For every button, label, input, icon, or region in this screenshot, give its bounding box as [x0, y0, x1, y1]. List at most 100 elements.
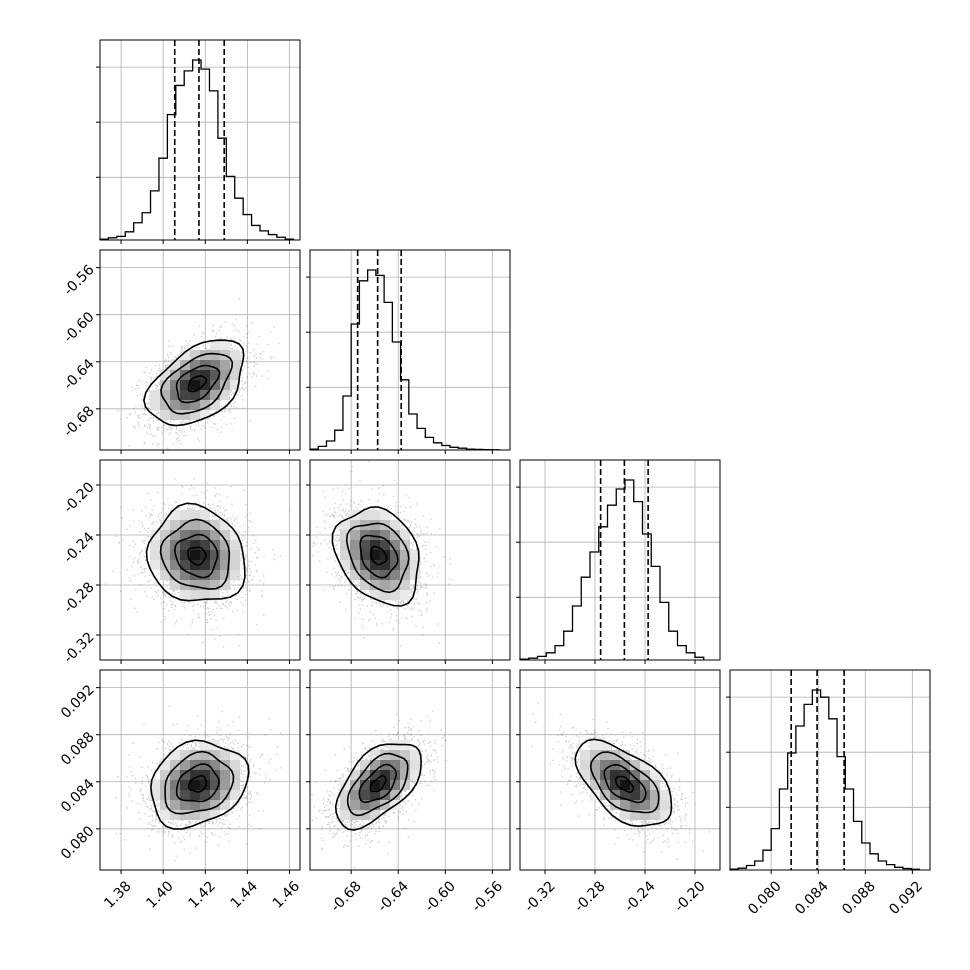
- density-cell: [340, 790, 350, 800]
- density-cell: [370, 790, 380, 800]
- density-cell: [220, 540, 230, 550]
- density-cell: [220, 750, 230, 760]
- density-cell: [150, 550, 160, 560]
- density-cell: [190, 810, 200, 820]
- panel-frame: [309, 459, 511, 661]
- density-cell: [580, 770, 590, 780]
- density-cell: [390, 530, 400, 540]
- x-tick-label: 1.44: [228, 878, 261, 911]
- density-cell: [370, 760, 380, 770]
- density-cell: [380, 590, 390, 600]
- density-cell: [370, 800, 380, 810]
- panel-content: [520, 670, 720, 870]
- density-cell: [380, 580, 390, 590]
- density-cell: [660, 800, 670, 810]
- x-tick-label: 1.38: [101, 878, 134, 911]
- density-cell: [160, 800, 170, 810]
- contour-line: [143, 339, 245, 427]
- panel-frame: [99, 459, 301, 661]
- density-cell: [380, 800, 390, 810]
- density-cell: [180, 750, 190, 760]
- density-cell: [350, 770, 360, 780]
- density-panel-1-2: [306, 459, 511, 664]
- density-cell: [180, 790, 190, 800]
- density-cell: [230, 550, 240, 560]
- density-cell: [230, 790, 240, 800]
- density-cell: [390, 780, 400, 790]
- density-cell: [210, 540, 220, 550]
- density-cell: [590, 750, 600, 760]
- density-cell: [200, 380, 210, 390]
- density-cell: [610, 800, 620, 810]
- density-cell: [620, 770, 630, 780]
- density-panel-0-2: [96, 459, 301, 664]
- density-cell: [630, 790, 640, 800]
- contour-line: [589, 751, 660, 814]
- density-cell: [190, 540, 200, 550]
- density-cell: [180, 350, 190, 360]
- density-cell: [640, 760, 650, 770]
- density-cell: [230, 780, 240, 790]
- density-cell: [370, 590, 380, 600]
- density-cell: [220, 340, 230, 350]
- density-cell: [220, 370, 230, 380]
- density-cell: [640, 810, 650, 820]
- density-cell: [190, 750, 200, 760]
- density-cell: [350, 800, 360, 810]
- panel-content: [100, 460, 300, 660]
- density-cell: [380, 530, 390, 540]
- density-cell: [200, 790, 210, 800]
- density-cell: [410, 570, 420, 580]
- density-cell: [370, 530, 380, 540]
- y-tick-label: -0.60: [61, 309, 98, 346]
- density-cell: [580, 760, 590, 770]
- density-cell: [400, 590, 410, 600]
- y-tick-label: -0.20: [61, 479, 98, 516]
- density-cell: [400, 770, 410, 780]
- density-cell: [360, 510, 370, 520]
- density-cell: [630, 780, 640, 790]
- density-cell: [340, 560, 350, 570]
- density-cell: [360, 800, 370, 810]
- density-cell: [340, 530, 350, 540]
- density-cell: [170, 580, 180, 590]
- density-cell: [210, 760, 220, 770]
- contour-line: [187, 546, 207, 566]
- density-cell: [220, 390, 230, 400]
- density-cell: [190, 360, 200, 370]
- density-cell: [220, 560, 230, 570]
- density-cell: [400, 750, 410, 760]
- density-cell: [370, 770, 380, 780]
- contour-line: [149, 739, 250, 830]
- density-cell: [390, 540, 400, 550]
- contour-line: [334, 743, 422, 831]
- density-cell: [390, 760, 400, 770]
- density-cell: [150, 790, 160, 800]
- density-cell: [210, 750, 220, 760]
- density-cell: [360, 790, 370, 800]
- density-cell: [210, 370, 220, 380]
- density-cell: [230, 350, 240, 360]
- x-tick-label: -0.56: [469, 878, 506, 915]
- x-tick-label: -0.24: [622, 878, 659, 915]
- density-cell: [370, 560, 380, 570]
- density-cell: [230, 760, 240, 770]
- density-cell: [160, 760, 170, 770]
- x-tick-label: -0.64: [375, 878, 412, 915]
- density-cell: [370, 810, 380, 820]
- density-cell: [220, 800, 230, 810]
- density-cell: [390, 560, 400, 570]
- density-cell: [170, 570, 180, 580]
- density-cell: [360, 770, 370, 780]
- density-cell: [370, 750, 380, 760]
- density-cell: [200, 750, 210, 760]
- density-cell: [180, 570, 190, 580]
- density-cell: [630, 760, 640, 770]
- density-cell: [350, 560, 360, 570]
- density-cell: [340, 550, 350, 560]
- density-cell: [150, 780, 160, 790]
- density-cell: [220, 550, 230, 560]
- density-cell: [340, 810, 350, 820]
- density-cell: [200, 570, 210, 580]
- density-cell: [170, 410, 180, 420]
